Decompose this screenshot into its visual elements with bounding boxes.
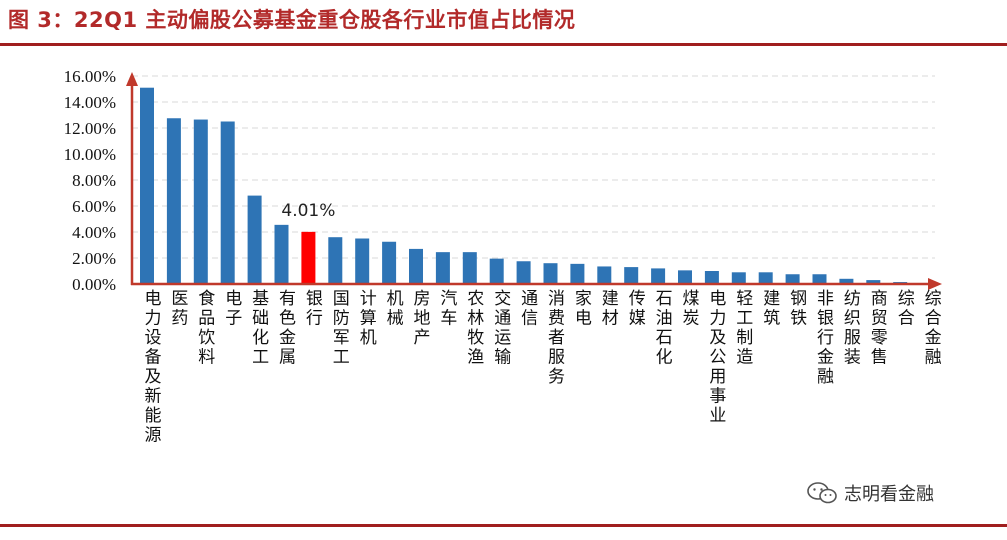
bar	[624, 267, 639, 284]
bars	[140, 87, 935, 284]
x-tick-label: 交通运输	[494, 289, 511, 368]
y-tick-label: 0.00%	[72, 275, 116, 294]
bar	[489, 258, 504, 284]
watermark-text: 志明看金融	[844, 484, 934, 505]
x-tick-label: 电子	[225, 289, 242, 329]
x-tick-label: 纺织服装	[844, 289, 861, 368]
x-tick-label: 建筑	[763, 289, 780, 329]
bar	[785, 274, 800, 284]
x-axis-arrow	[928, 278, 942, 290]
x-tick-label: 建材	[602, 289, 619, 329]
bar	[704, 271, 719, 284]
x-tick-label: 房地产	[414, 289, 431, 348]
x-tick-label: 机械	[387, 289, 404, 329]
bar	[597, 266, 612, 284]
x-tick-label: 综合	[898, 289, 915, 329]
bar	[193, 119, 208, 284]
bar	[328, 237, 343, 284]
x-tick-label: 消费者服务	[548, 289, 565, 387]
x-tick-label: 家电	[575, 289, 592, 329]
x-tick-label: 传媒	[629, 289, 646, 329]
gridlines	[132, 75, 935, 259]
bar	[247, 195, 262, 284]
x-tick-label: 汽车	[440, 289, 457, 329]
y-tick-label: 8.00%	[72, 171, 116, 190]
x-tick-label: 电力设备及新能源	[145, 289, 162, 446]
bar	[516, 261, 531, 284]
bar	[839, 278, 854, 284]
bar	[812, 274, 827, 284]
bar	[435, 252, 450, 284]
x-tick-label: 食品饮料	[198, 289, 215, 368]
annotation-label: 4.01%	[281, 201, 335, 221]
x-tick-label: 基础化工	[252, 289, 269, 368]
wechat-icon	[807, 482, 837, 504]
bar	[166, 118, 181, 284]
x-tick-labels: 电力设备及新能源医药食品饮料电子基础化工有色金属银行国防军工计算机机械房地产汽车…	[145, 289, 942, 446]
bottom-rule	[0, 524, 1007, 527]
y-tick-labels: 0.00% 2.00% 4.00% 6.00% 8.00% 10.00% 12.00% 14.…	[64, 67, 116, 294]
x-tick-label: 国防军工	[333, 289, 350, 368]
y-tick-label: 16.00%	[64, 67, 116, 86]
bar	[382, 241, 397, 284]
bar	[678, 270, 692, 284]
x-tick-label: 电力及公用事业	[709, 289, 726, 426]
x-tick-label: 轻工制造	[736, 289, 753, 368]
y-tick-label: 6.00%	[72, 197, 116, 216]
watermark: 志明看金融	[806, 480, 934, 506]
x-tick-label: 非银行金融	[817, 289, 834, 387]
x-tick-label: 煤炭	[683, 289, 700, 329]
bar	[355, 238, 370, 284]
bar	[731, 272, 746, 284]
x-tick-label: 钢铁	[790, 289, 807, 329]
x-tick-label: 有色金属	[279, 289, 296, 368]
x-tick-label: 医药	[171, 289, 188, 329]
y-tick-label: 14.00%	[64, 93, 116, 112]
figure-title: 图 3：22Q1 主动偏股公募基金重仓股各行业市值占比情况	[8, 8, 576, 32]
y-axis-arrow	[126, 72, 138, 86]
x-tick-label: 石油石化	[656, 289, 673, 368]
bar	[220, 121, 235, 284]
x-tick-label: 农林牧渔	[467, 289, 484, 368]
bar	[866, 280, 881, 284]
x-tick-label: 通信	[521, 289, 538, 329]
y-tick-label: 12.00%	[64, 119, 116, 138]
y-tick-label: 4.00%	[72, 223, 116, 242]
bar	[301, 231, 316, 284]
bar	[274, 224, 289, 284]
bar	[570, 263, 585, 284]
x-tick-label: 计算机	[360, 289, 377, 348]
bar	[543, 263, 558, 284]
bar	[409, 248, 423, 284]
bar	[758, 272, 773, 284]
y-tick-label: 10.00%	[64, 145, 116, 164]
axes	[126, 72, 942, 290]
bar	[140, 87, 154, 284]
bar	[651, 268, 666, 284]
x-tick-label: 综合金融	[925, 289, 942, 368]
x-tick-label: 银行	[306, 289, 323, 329]
bar	[462, 252, 477, 284]
x-tick-label: 商贸零售	[871, 289, 888, 368]
y-tick-label: 2.00%	[72, 249, 116, 268]
top-rule	[0, 43, 1007, 46]
